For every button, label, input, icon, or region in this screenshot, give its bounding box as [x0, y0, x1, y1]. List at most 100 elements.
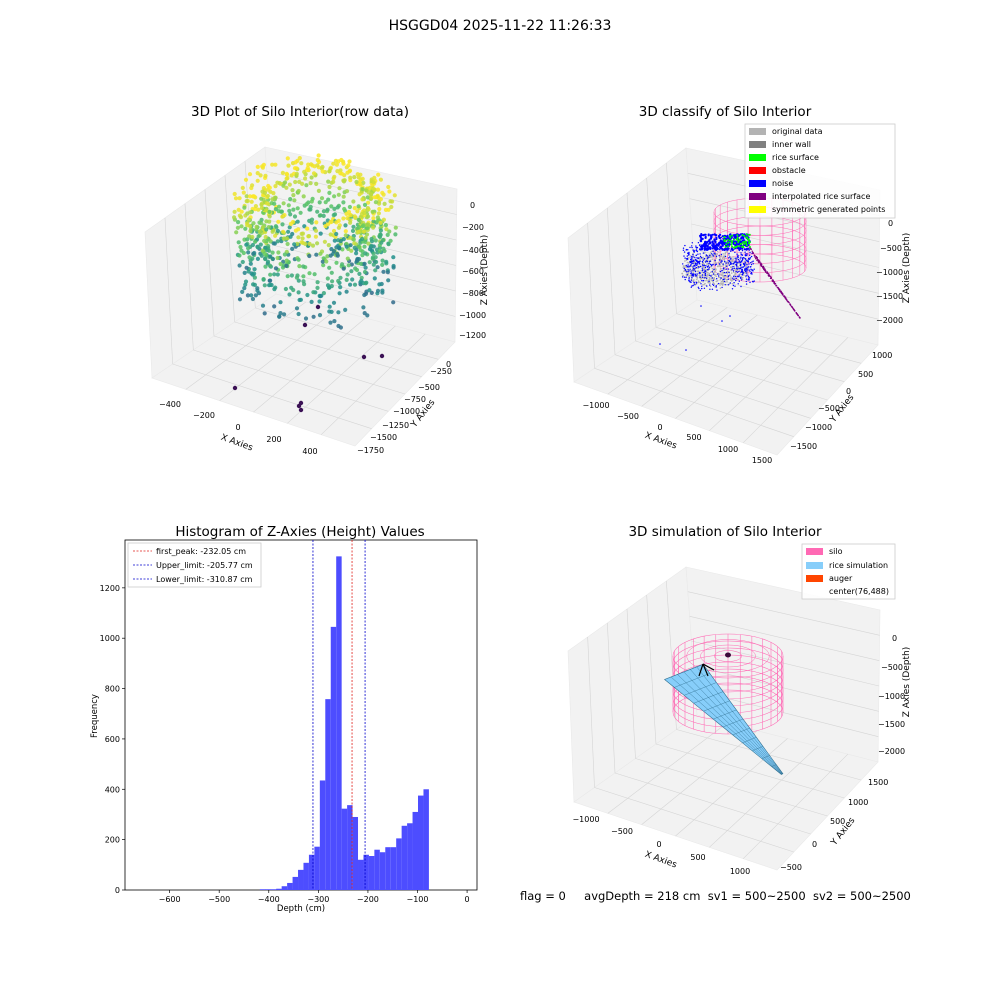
interpolated-point [763, 269, 766, 271]
scatter-point [308, 181, 313, 186]
scatter-point [303, 316, 309, 321]
scatter-point [267, 263, 272, 268]
scatter-point [356, 204, 361, 209]
scatter-point [388, 199, 393, 204]
rice-surface-point [745, 242, 748, 245]
scatter-point [271, 241, 276, 246]
scatter-point [295, 219, 300, 224]
scatter-point [272, 201, 277, 206]
scatter-point [300, 181, 305, 186]
noise-point [686, 248, 688, 251]
noise-point [691, 242, 693, 244]
scatter-point [320, 259, 325, 264]
noise-point [732, 277, 734, 279]
scatter-point [302, 224, 307, 229]
noise-point [741, 249, 744, 252]
noise-point [718, 263, 721, 265]
scatter-point [253, 293, 258, 298]
scatter-point [391, 300, 396, 305]
noise-point [715, 263, 717, 265]
rice-surface-point [739, 238, 742, 241]
interpolated-point [779, 290, 781, 292]
noise-point [715, 236, 718, 239]
noise-point [731, 248, 734, 252]
grid-line [666, 162, 677, 314]
original-point [734, 272, 737, 275]
noise-point [682, 263, 684, 265]
noise-point [741, 269, 743, 271]
noise-point [744, 255, 747, 257]
noise-point [707, 265, 710, 267]
original-point [722, 264, 724, 267]
scatter-point [331, 161, 336, 166]
scatter-point [302, 169, 307, 174]
scatter-point [328, 253, 333, 258]
scatter-point [320, 164, 325, 170]
noise-point [683, 267, 685, 270]
noise-point [744, 261, 746, 263]
scatter-point [298, 210, 303, 215]
plot2-y-tick: −500 [818, 404, 840, 413]
original-point [737, 278, 739, 281]
interpolated-point [758, 261, 760, 263]
scatter-point [322, 239, 327, 244]
noise-point [733, 234, 736, 237]
original-point [721, 284, 724, 286]
scatter-point [348, 243, 353, 248]
scatter-point [247, 172, 253, 177]
original-point [726, 272, 728, 275]
histogram-bar [368, 856, 375, 890]
noise-point [731, 269, 733, 271]
noise-point [690, 272, 692, 274]
noise-point [753, 268, 755, 270]
noise-point [708, 262, 710, 265]
noise-point [748, 263, 750, 265]
scatter-point [244, 265, 249, 270]
scatter-point [380, 288, 385, 293]
rice-surface-point [738, 245, 741, 248]
noise-point [705, 254, 707, 256]
noise-point [708, 256, 710, 259]
noise-point [744, 251, 746, 253]
original-point [705, 255, 707, 258]
scatter-point [335, 205, 340, 210]
noise-point [740, 253, 742, 256]
scatter-point [244, 199, 249, 204]
scatter-point [369, 236, 374, 242]
noise-point [704, 269, 706, 272]
plot1-z-tick: −800 [462, 289, 484, 298]
histogram-bar [418, 795, 424, 890]
noise-point [712, 263, 714, 266]
noise-point [715, 255, 718, 258]
noise-point [694, 284, 696, 286]
scatter-point [306, 234, 312, 239]
scatter-point [255, 256, 260, 261]
noise-point [691, 273, 693, 275]
noise-point [746, 264, 748, 266]
noise-point [750, 262, 752, 264]
scatter-point [343, 223, 348, 228]
noise-point [691, 276, 693, 279]
histogram-bar [341, 808, 348, 890]
noise-point [710, 275, 712, 277]
original-point [731, 259, 734, 261]
noise-point [752, 260, 754, 262]
scatter-point [317, 313, 323, 318]
scatter-point [267, 214, 272, 219]
noise-point [737, 258, 740, 261]
scatter-point [301, 194, 306, 199]
grid-line [184, 203, 194, 351]
grid-line [587, 636, 595, 788]
noise-point [701, 269, 704, 271]
scatter-point [369, 243, 374, 248]
scatter-point [282, 252, 287, 257]
noise-point [715, 285, 717, 287]
original-point [722, 276, 725, 278]
scatter-point [275, 228, 280, 234]
scatter-point [244, 242, 249, 247]
plot1-x-label: X Axies [219, 433, 254, 454]
rice-surface-point [740, 242, 743, 245]
noise-point [720, 242, 723, 245]
scatter-point [237, 297, 243, 302]
original-point [686, 261, 689, 264]
